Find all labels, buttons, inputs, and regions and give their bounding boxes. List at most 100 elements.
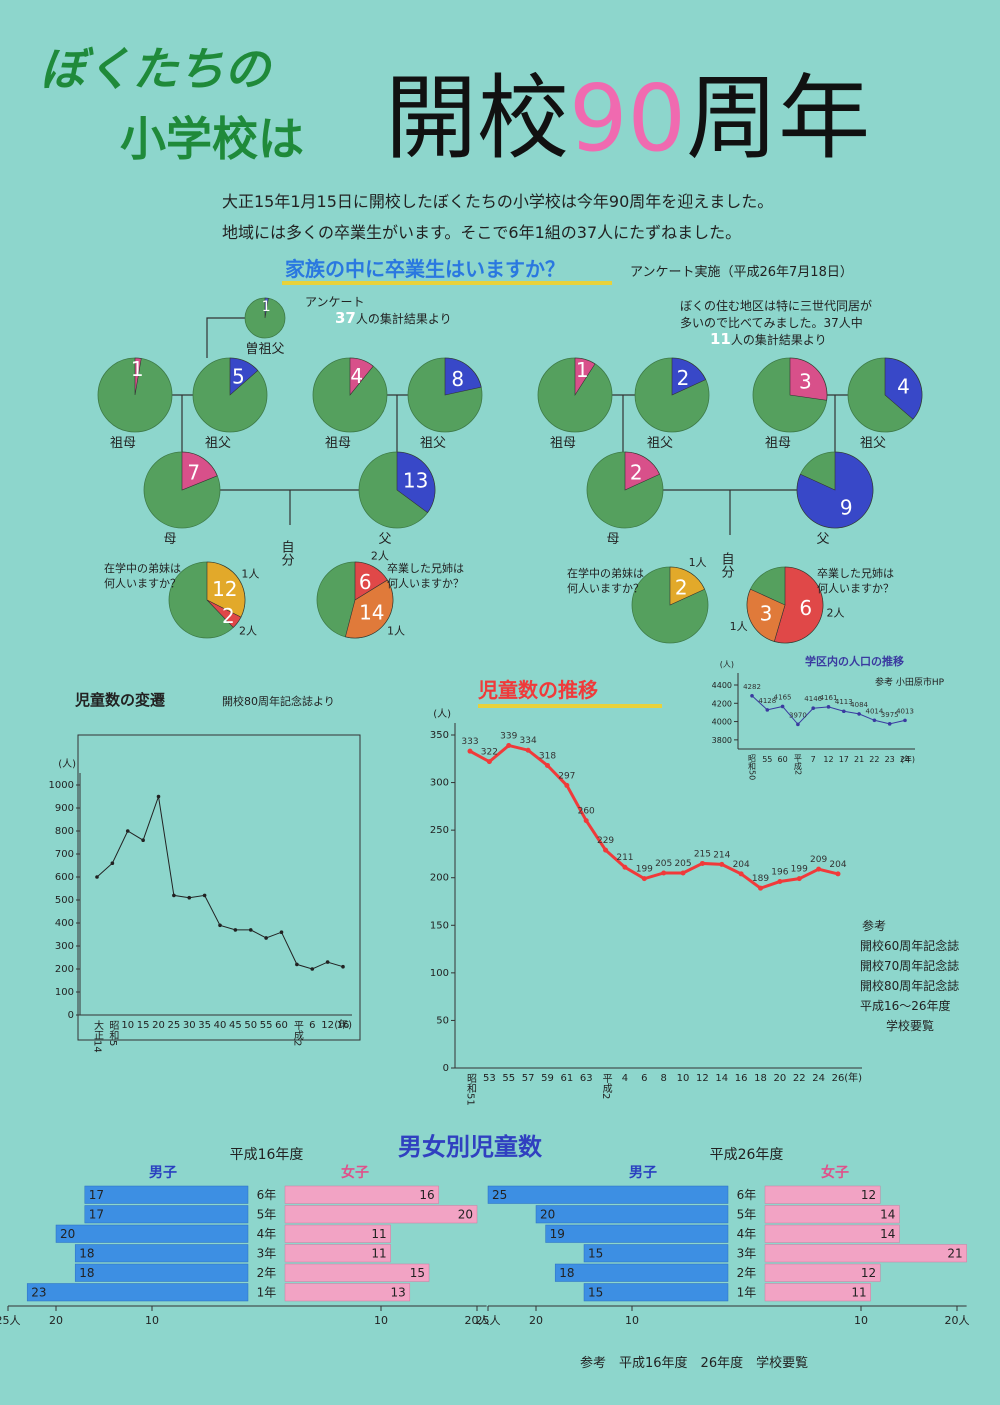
data-label: 16	[419, 1188, 434, 1202]
point	[202, 893, 207, 898]
pie-question: 在学中の弟妹は	[567, 566, 644, 580]
x-tick-label: 6	[641, 1073, 647, 1084]
x-tick-label: 7	[811, 755, 816, 764]
pie-slice	[349, 357, 374, 396]
x-tick-label: 25人	[476, 1314, 501, 1327]
point	[835, 871, 841, 877]
pie-question: 何人いますか？	[567, 582, 644, 595]
y-tick-label: 100	[55, 987, 74, 998]
data-label: 3970	[789, 711, 807, 719]
x-tick-label: 30	[183, 1020, 196, 1031]
bar	[535, 1205, 729, 1224]
y-tick-label: 3800	[712, 736, 732, 745]
data-label: 4084	[850, 701, 868, 709]
x-tick-label: 10	[145, 1314, 159, 1327]
pie-label: 祖母	[550, 436, 576, 451]
pie-slice	[746, 588, 786, 642]
chart-subtitle: 参考 小田原市HP	[875, 676, 945, 688]
pie-label: 母	[606, 532, 619, 547]
data-label: 204	[829, 860, 846, 870]
y-tick-label: 800	[55, 826, 74, 837]
point	[525, 747, 531, 753]
point	[95, 875, 99, 879]
pie-value-label: 13	[403, 469, 428, 493]
data-label: 211	[616, 853, 633, 863]
pie-label: 祖父	[647, 436, 673, 451]
bar	[284, 1283, 411, 1302]
y-tick-label: 100	[430, 968, 449, 979]
title-part: 周年	[686, 65, 870, 172]
intro-line: 大正15年1月15日に開校したぼくたちの小学校は今年90周年を迎えました。	[222, 192, 773, 211]
x-tick-label: 10	[677, 1073, 690, 1084]
bar	[764, 1185, 881, 1204]
point	[279, 930, 284, 934]
title-line1: ぼくたちの	[40, 42, 273, 96]
data-label: 214	[713, 850, 730, 860]
pie-label: 祖父	[205, 436, 231, 451]
y-tick-label: 300	[55, 941, 74, 952]
point	[583, 818, 589, 824]
x-tick-label: 昭和51	[465, 1073, 477, 1106]
category-label: 5年	[737, 1208, 757, 1222]
title-part: 90	[569, 65, 686, 172]
category-label: 3年	[737, 1247, 757, 1261]
data-label: 196	[771, 868, 788, 878]
pie-slice	[229, 357, 259, 396]
data-label: 4165	[774, 693, 792, 701]
point	[544, 762, 550, 768]
chart-subtitle: 開校80周年記念誌より	[222, 694, 335, 708]
data-label: 322	[481, 748, 498, 758]
x-tick-label: 10	[854, 1314, 868, 1327]
line	[469, 743, 839, 890]
pie-value-label: 6	[359, 570, 372, 594]
x-tick-label: 20人	[945, 1314, 970, 1327]
pie-label: 父	[816, 532, 829, 547]
x-tick-label: 21	[854, 755, 864, 764]
point	[172, 893, 176, 898]
x-tick-label: 20人	[465, 1314, 490, 1327]
category-label: 4年	[737, 1227, 757, 1241]
point	[622, 864, 628, 870]
data-label: 18	[79, 1247, 94, 1261]
pie-note: 37人の集計結果より	[335, 309, 452, 327]
chart-title: 平成26年度	[710, 1147, 784, 1163]
bar	[764, 1224, 900, 1243]
bar	[284, 1224, 391, 1243]
x-axis-label: (年)	[901, 754, 915, 764]
tree-lines	[172, 317, 408, 525]
data-label: 333	[461, 737, 478, 747]
pie-note: 多いので比べてみました。37人中	[680, 315, 863, 330]
data-label: 19	[550, 1227, 565, 1241]
x-tick-label: 10	[374, 1314, 388, 1327]
x-tick-label: 24	[812, 1073, 825, 1084]
pie-label: 母	[163, 532, 176, 547]
point	[341, 964, 345, 969]
pie-slice-name: 2人	[826, 606, 844, 619]
data-label: 13	[391, 1286, 406, 1300]
bar	[284, 1244, 391, 1263]
pie-note: アンケート	[305, 295, 365, 309]
pie-slice	[264, 297, 269, 319]
pie-slice	[444, 357, 482, 396]
x-tick-label: 平成2	[600, 1073, 612, 1099]
data-label: 25	[492, 1188, 507, 1202]
pie-value-label: 2	[630, 460, 643, 484]
y-tick-label: 0	[68, 1010, 74, 1021]
pie-question: 何人いますか？	[817, 582, 894, 595]
point	[467, 748, 473, 754]
bar	[487, 1185, 729, 1204]
data-label: 14	[880, 1227, 895, 1241]
y-tick-label: 50	[436, 1015, 449, 1026]
data-label: 334	[520, 736, 537, 746]
point	[603, 847, 609, 853]
category-label: 2年	[257, 1266, 277, 1280]
reference-title: 参考	[862, 918, 886, 933]
x-tick-label: 55	[762, 755, 772, 764]
data-label: 260	[578, 807, 595, 817]
y-axis-label: (人)	[433, 708, 451, 720]
pie-slice-name: 1人	[241, 567, 259, 580]
data-label: 21	[947, 1247, 962, 1261]
pie-label: 祖父	[860, 436, 886, 451]
pie-value-label: 3	[760, 602, 773, 626]
